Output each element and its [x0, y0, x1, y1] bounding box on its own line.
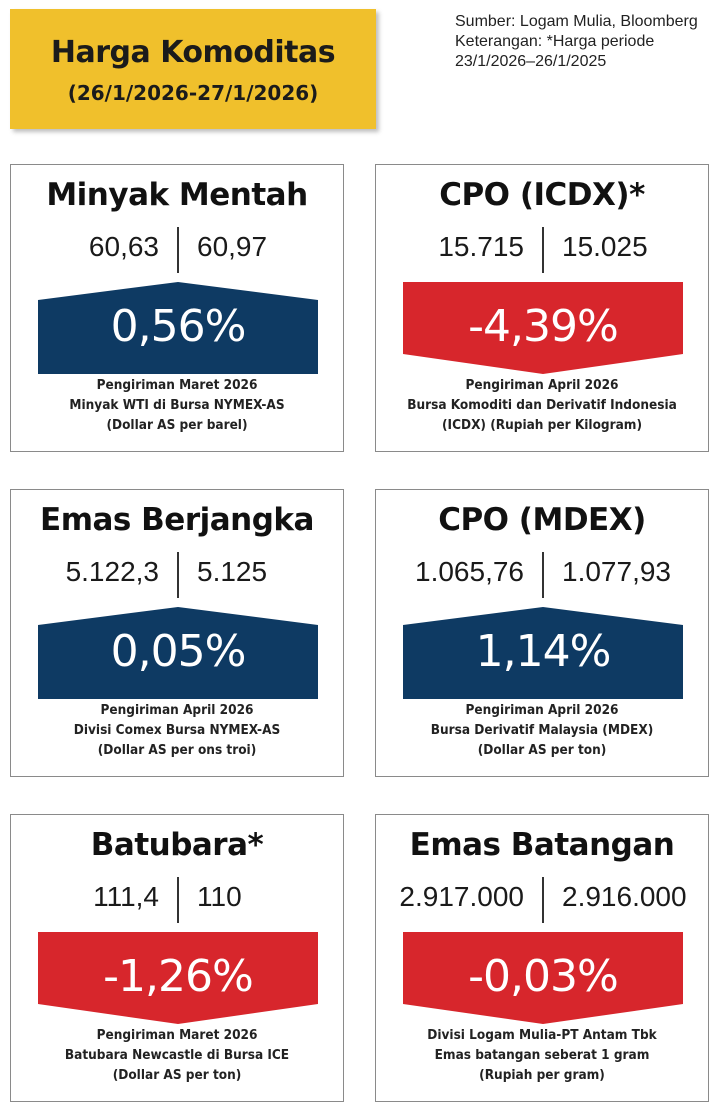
- commodity-card-cpo-mdex: CPO (MDEX) 1.065,76 1.077,93 1,14% Pengi…: [375, 489, 709, 777]
- price-previous: 60,63: [88, 231, 159, 262]
- date-range: (26/1/2026-27/1/2026): [67, 81, 319, 105]
- commodity-name: Minyak Mentah: [46, 177, 308, 213]
- commodity-description: Pengiriman April 2026 Divisi Comex Bursa…: [11, 700, 343, 760]
- price-previous: 1.065,76: [415, 556, 524, 587]
- price-divider: [177, 227, 179, 273]
- commodity-description: Divisi Logam Mulia-PT Antam Tbk Emas bat…: [376, 1025, 708, 1085]
- commodity-description: Pengiriman April 2026 Bursa Derivatif Ma…: [376, 700, 708, 760]
- desc-line: Bursa Derivatif Malaysia (MDEX): [430, 722, 654, 738]
- price-current: 1.077,93: [562, 556, 671, 587]
- title-banner: Harga Komoditas (26/1/2026-27/1/2026): [10, 9, 376, 129]
- desc-line: Pengiriman Maret 2026: [96, 1027, 258, 1043]
- change-percent: 0,56%: [110, 301, 247, 352]
- change-arrow-down: [38, 932, 318, 1024]
- change-percent: 1,14%: [475, 626, 612, 677]
- desc-line: Pengiriman April 2026: [465, 377, 619, 393]
- desc-line: (Dollar AS per barel): [106, 417, 248, 433]
- desc-line: Pengiriman Maret 2026: [96, 377, 258, 393]
- change-arrow-down: [403, 282, 683, 374]
- price-current: 110: [197, 881, 242, 912]
- desc-line: Divisi Comex Bursa NYMEX-AS: [73, 722, 281, 738]
- price-current: 5.125: [197, 556, 268, 587]
- desc-line: (Rupiah per gram): [479, 1067, 605, 1083]
- price-current: 2.916.000: [562, 881, 687, 912]
- desc-line: Divisi Logam Mulia-PT Antam Tbk: [427, 1027, 657, 1043]
- commodity-description: Pengiriman Maret 2026 Minyak WTI di Burs…: [11, 375, 343, 435]
- desc-line: (ICDX) (Rupiah per Kilogram): [442, 417, 642, 433]
- commodity-name: Batubara*: [90, 827, 264, 863]
- price-divider: [542, 552, 544, 598]
- desc-line: Emas batangan seberat 1 gram: [434, 1047, 650, 1063]
- change-percent: -4,39%: [468, 301, 619, 352]
- price-divider: [177, 877, 179, 923]
- price-current: 60,97: [197, 231, 268, 262]
- change-arrow-up: [38, 282, 318, 374]
- change-percent: -0,03%: [468, 951, 619, 1002]
- desc-line: Pengiriman April 2026: [100, 702, 254, 718]
- change-arrow-up: [38, 607, 318, 699]
- desc-line: Bursa Komoditi dan Derivatif Indonesia: [407, 397, 677, 413]
- note-period-line: 23/1/2026–26/1/2025: [455, 53, 607, 70]
- commodity-card-minyak-mentah: Minyak Mentah 60,63 60,97 0,56% Pengirim…: [10, 164, 344, 452]
- desc-line: (Dollar AS per ton): [112, 1067, 242, 1083]
- change-percent: 0,05%: [110, 626, 247, 677]
- commodity-description: Pengiriman Maret 2026 Batubara Newcastle…: [11, 1025, 343, 1085]
- commodity-name: Emas Batangan: [409, 827, 675, 863]
- desc-line: Minyak WTI di Bursa NYMEX-AS: [69, 397, 285, 413]
- commodity-description: Pengiriman April 2026 Bursa Komoditi dan…: [376, 375, 708, 435]
- commodity-card-cpo-icdx: CPO (ICDX)* 15.715 15.025 -4,39% Pengiri…: [375, 164, 709, 452]
- price-previous: 111,4: [93, 881, 159, 912]
- price-previous: 2.917.000: [399, 881, 524, 912]
- change-arrow-up: [403, 607, 683, 699]
- price-previous: 15.715: [438, 231, 524, 262]
- source-note: Sumber: Logam Mulia, Bloomberg Keteranga…: [455, 12, 717, 72]
- price-current: 15.025: [562, 231, 648, 262]
- price-divider: [542, 877, 544, 923]
- page-title: Harga Komoditas: [50, 35, 336, 70]
- desc-line: Pengiriman April 2026: [465, 702, 619, 718]
- price-divider: [177, 552, 179, 598]
- note-line: Keterangan: *Harga periode: [455, 33, 655, 50]
- commodity-name: CPO (ICDX)*: [439, 177, 645, 213]
- price-previous: 5.122,3: [65, 556, 159, 587]
- commodity-card-emas-berjangka: Emas Berjangka 5.122,3 5.125 0,05% Pengi…: [10, 489, 344, 777]
- commodity-name: Emas Berjangka: [40, 502, 314, 538]
- desc-line: Batubara Newcastle di Bursa ICE: [64, 1047, 290, 1063]
- source-line: Sumber: Logam Mulia, Bloomberg: [455, 13, 698, 30]
- change-arrow-down: [403, 932, 683, 1024]
- commodity-name: CPO (MDEX): [438, 502, 646, 538]
- price-divider: [542, 227, 544, 273]
- change-percent: -1,26%: [103, 951, 254, 1002]
- desc-line: (Dollar AS per ons troi): [97, 742, 257, 758]
- commodity-card-emas-batangan: Emas Batangan 2.917.000 2.916.000 -0,03%…: [375, 814, 709, 1102]
- commodity-card-batubara: Batubara* 111,4 110 -1,26% Pengiriman Ma…: [10, 814, 344, 1102]
- desc-line: (Dollar AS per ton): [477, 742, 607, 758]
